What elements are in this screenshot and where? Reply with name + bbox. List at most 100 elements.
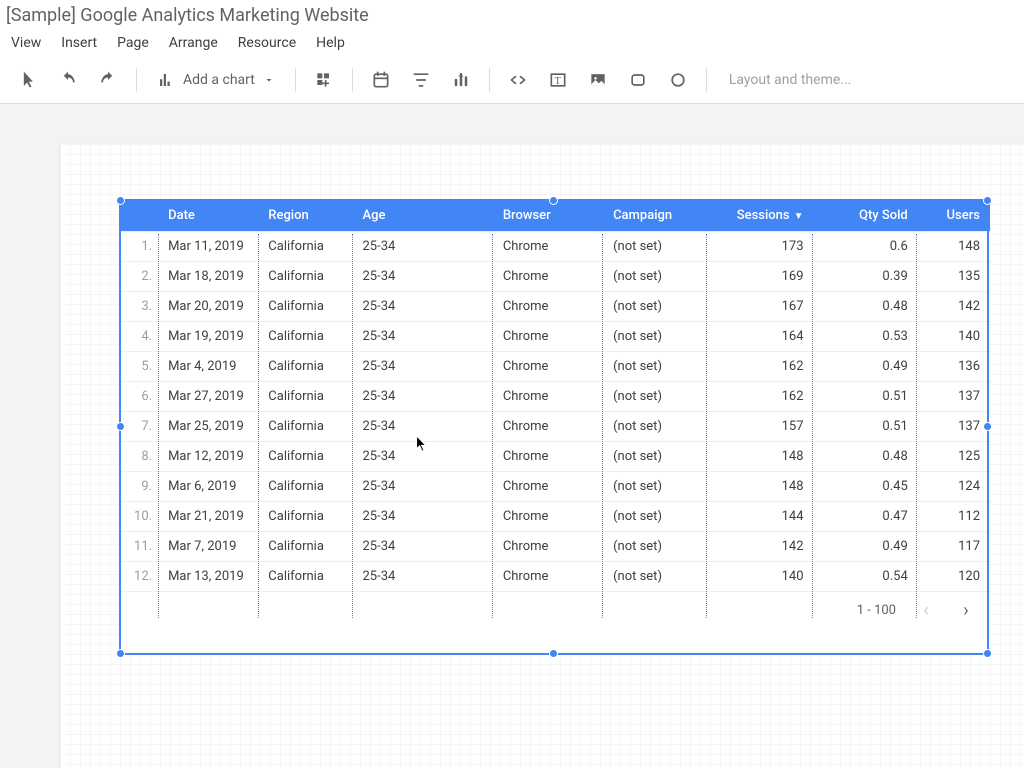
cell-sessions: 157 (707, 412, 813, 442)
cell-users: 135 (918, 262, 990, 292)
cell-sessions: 148 (707, 442, 813, 472)
cell-idx: 1. (120, 232, 158, 262)
table-row[interactable]: 5.Mar 4, 2019California25-34Chrome(not s… (120, 352, 990, 382)
cell-age: 25-34 (353, 232, 493, 262)
column-header-sessions[interactable]: Sessions▼ (707, 200, 813, 232)
toolbar: Add a chart T Layout and theme... (0, 56, 1024, 104)
cell-date: Mar 18, 2019 (158, 262, 258, 292)
column-separator[interactable] (916, 234, 917, 618)
add-control-button[interactable] (306, 62, 342, 98)
table-row[interactable]: 7.Mar 25, 2019California25-34Chrome(not … (120, 412, 990, 442)
column-separator[interactable] (258, 234, 259, 618)
cell-browser: Chrome (493, 262, 603, 292)
cell-sessions: 144 (707, 502, 813, 532)
cell-sessions: 140 (707, 562, 813, 592)
menu-resource[interactable]: Resource (229, 31, 305, 55)
cell-campaign: (not set) (603, 322, 707, 352)
cell-browser: Chrome (493, 442, 603, 472)
cell-age: 25-34 (353, 472, 493, 502)
cell-users: 140 (918, 322, 990, 352)
menu-view[interactable]: View (2, 31, 50, 55)
menu-insert[interactable]: Insert (52, 31, 106, 55)
image-button[interactable] (580, 62, 616, 98)
rectangle-button[interactable] (620, 62, 656, 98)
report-page[interactable]: DateRegionAgeBrowserCampaignSessions▼Qty… (60, 144, 1024, 768)
cell-idx: 4. (120, 322, 158, 352)
sort-indicator-icon: ▼ (794, 211, 804, 222)
data-table[interactable]: DateRegionAgeBrowserCampaignSessions▼Qty… (120, 200, 990, 656)
column-header-qty[interactable]: Qty Sold (814, 200, 918, 232)
table-row[interactable]: 10.Mar 21, 2019California25-34Chrome(not… (120, 502, 990, 532)
column-separator[interactable] (812, 234, 813, 618)
layout-theme-button[interactable]: Layout and theme... (717, 72, 864, 88)
column-header-date[interactable]: Date (158, 200, 258, 232)
cell-qty: 0.51 (814, 412, 918, 442)
cell-campaign: (not set) (603, 442, 707, 472)
menu-help[interactable]: Help (307, 31, 354, 55)
table-row[interactable]: 6.Mar 27, 2019California25-34Chrome(not … (120, 382, 990, 412)
table-row[interactable]: 12.Mar 13, 2019California25-34Chrome(not… (120, 562, 990, 592)
cell-qty: 0.48 (814, 442, 918, 472)
table-row[interactable]: 8.Mar 12, 2019California25-34Chrome(not … (120, 442, 990, 472)
cell-age: 25-34 (353, 352, 493, 382)
select-tool-button[interactable] (10, 62, 46, 98)
canvas-area[interactable]: DateRegionAgeBrowserCampaignSessions▼Qty… (0, 104, 1024, 768)
column-separator[interactable] (352, 234, 353, 618)
column-header-campaign[interactable]: Campaign (603, 200, 707, 232)
column-separator[interactable] (602, 234, 603, 618)
column-header-idx[interactable] (120, 200, 158, 232)
cell-date: Mar 19, 2019 (158, 322, 258, 352)
circle-button[interactable] (660, 62, 696, 98)
table-row[interactable]: 9.Mar 6, 2019California25-34Chrome(not s… (120, 472, 990, 502)
column-header-users[interactable]: Users (918, 200, 990, 232)
add-chart-label: Add a chart (183, 72, 255, 88)
column-separator[interactable] (158, 234, 159, 618)
menu-arrange[interactable]: Arrange (160, 31, 227, 55)
filter-button[interactable] (403, 62, 439, 98)
redo-button[interactable] (90, 62, 126, 98)
cell-users: 148 (918, 232, 990, 262)
pager-next-button[interactable]: › (956, 600, 976, 621)
cell-age: 25-34 (353, 292, 493, 322)
cell-sessions: 169 (707, 262, 813, 292)
column-header-browser[interactable]: Browser (493, 200, 603, 232)
cell-qty: 0.53 (814, 322, 918, 352)
column-header-age[interactable]: Age (353, 200, 493, 232)
toolbar-separator (295, 68, 296, 92)
cell-campaign: (not set) (603, 502, 707, 532)
column-separator[interactable] (706, 234, 707, 618)
cell-qty: 0.48 (814, 292, 918, 322)
toolbar-separator (136, 68, 137, 92)
cell-sessions: 162 (707, 352, 813, 382)
table-row[interactable]: 4.Mar 19, 2019California25-34Chrome(not … (120, 322, 990, 352)
undo-button[interactable] (50, 62, 86, 98)
cell-browser: Chrome (493, 382, 603, 412)
pager-prev-button[interactable]: ‹ (916, 600, 936, 621)
menu-page[interactable]: Page (108, 31, 158, 55)
cell-browser: Chrome (493, 472, 603, 502)
cell-browser: Chrome (493, 562, 603, 592)
table-row[interactable]: 2.Mar 18, 2019California25-34Chrome(not … (120, 262, 990, 292)
cell-region: California (258, 562, 352, 592)
document-title: [Sample] Google Analytics Marketing Webs… (0, 0, 1024, 30)
cell-idx: 7. (120, 412, 158, 442)
column-header-region[interactable]: Region (258, 200, 352, 232)
table-body: 1.Mar 11, 2019California25-34Chrome(not … (120, 232, 990, 592)
text-button[interactable]: T (540, 62, 576, 98)
cell-idx: 12. (120, 562, 158, 592)
date-range-button[interactable] (363, 62, 399, 98)
column-separator[interactable] (492, 234, 493, 618)
add-chart-button[interactable]: Add a chart (147, 62, 285, 98)
table-row[interactable]: 3.Mar 20, 2019California25-34Chrome(not … (120, 292, 990, 322)
cell-browser: Chrome (493, 322, 603, 352)
table-row[interactable]: 1.Mar 11, 2019California25-34Chrome(not … (120, 232, 990, 262)
cell-qty: 0.6 (814, 232, 918, 262)
data-button[interactable] (443, 62, 479, 98)
cell-campaign: (not set) (603, 382, 707, 412)
url-embed-button[interactable] (500, 62, 536, 98)
cell-date: Mar 12, 2019 (158, 442, 258, 472)
table-row[interactable]: 11.Mar 7, 2019California25-34Chrome(not … (120, 532, 990, 562)
pager-range: 1 - 100 (857, 603, 896, 618)
cell-age: 25-34 (353, 442, 493, 472)
cell-users: 120 (918, 562, 990, 592)
